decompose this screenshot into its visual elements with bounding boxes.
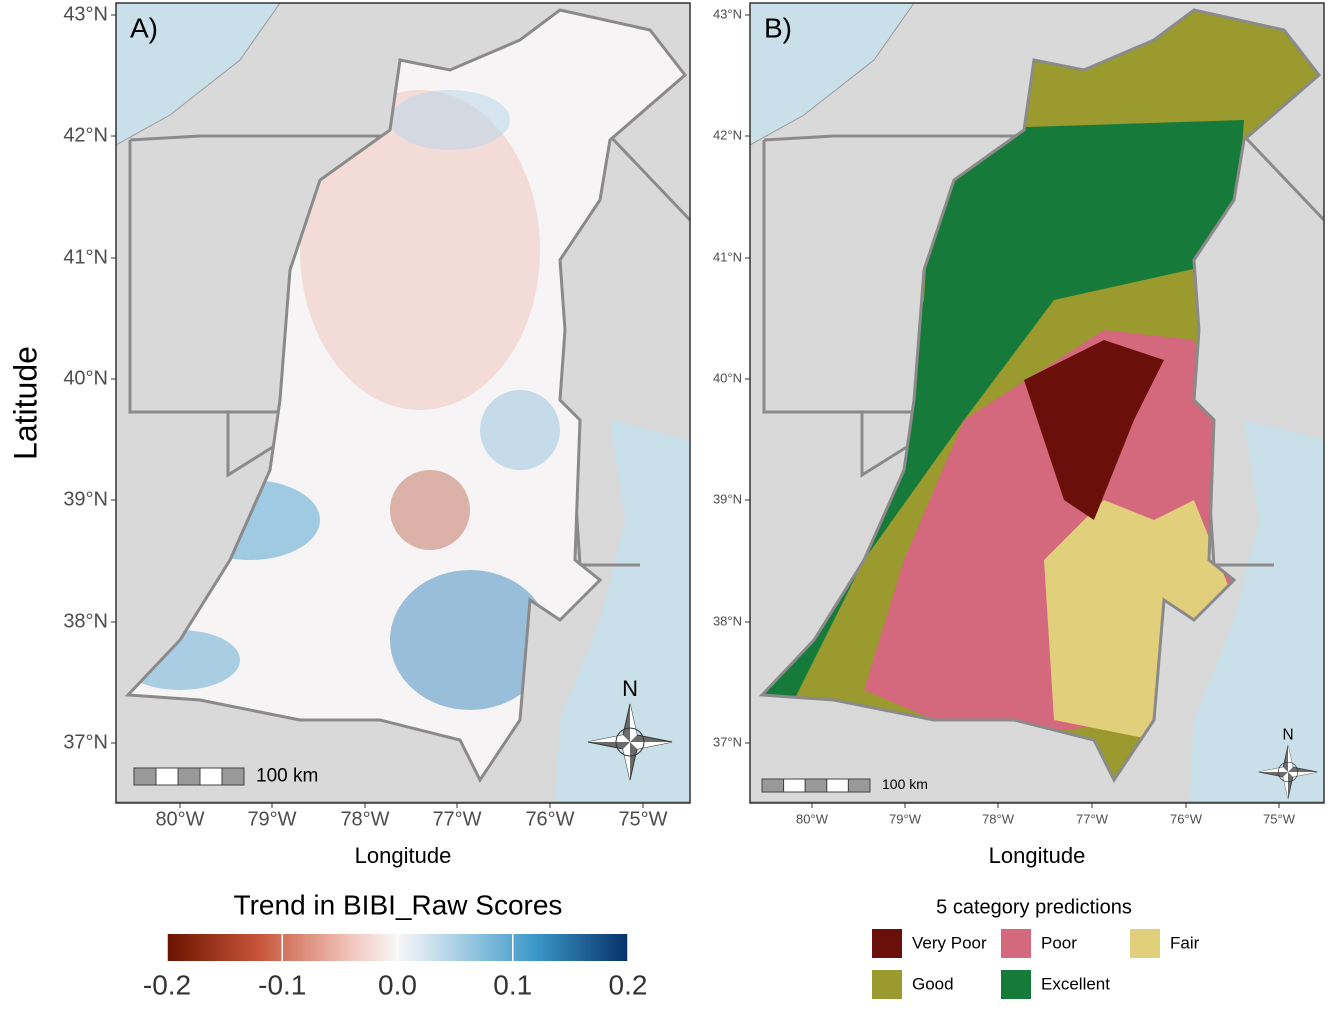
lake [750,3,915,146]
legend-swatch [1130,929,1160,958]
trend-area [390,90,510,150]
legend-swatch [872,970,902,999]
legend-swatch [1001,970,1031,999]
x-tick-label: 75°W [1263,811,1296,826]
x-tick-label: 76°W [1170,811,1203,826]
scale-bar-segment [133,767,157,786]
y-tick-label: 38°N [63,610,108,632]
x-axis-label: Longitude [355,843,452,868]
region-outline [758,8,1322,783]
y-tick-label: 37°N [63,731,108,753]
x-tick-label: 79°W [247,808,296,830]
panel-label: A) [130,12,158,43]
legend-label: Excellent [1041,974,1110,993]
y-tick-label: 43°N [63,3,108,25]
trend-area [390,570,550,710]
map [750,3,1324,803]
colorbar-tick-label: 0.2 [609,969,648,1000]
x-tick-label: 79°W [889,811,922,826]
legend-label: Good [912,974,954,993]
north-arrow: N [587,676,673,781]
ocean [555,420,690,803]
plot-frame [749,2,1325,804]
north-arrow: N [1258,727,1318,799]
scale-bar-segment [221,767,245,786]
map-panel: B) 43°N 42°N 41°N 40°N 39°N 38°N 37°N 80°W 79°W 78… [713,2,1325,868]
very-poor-area [1024,340,1164,520]
compass-ring [615,727,645,757]
x-axis-label: Longitude [989,843,1086,868]
x-tick-label: 75°W [618,808,667,830]
north-label: N [1282,727,1293,744]
legend-label: Poor [1041,933,1077,952]
excellent-area [762,120,1244,700]
plot-frame [115,2,691,804]
legend-swatch [872,929,902,958]
x-tick-label: 80°W [796,811,829,826]
colorbar-tick-label: 0.1 [493,969,532,1000]
y-tick-label: 40°N [63,367,108,389]
x-tick-label: 78°W [340,808,389,830]
scale-bar-segment [155,767,179,786]
legend-a: Trend in BIBI_Raw Scores -0.2 -0.1 0.0 0.1 0.… [143,889,648,1000]
panels: A) 43°N 42°N 41°N 40°N 39°N 38°N 37°N 80°W 79°W 78… [63,2,1325,868]
scale-bar-segment [783,778,806,793]
map [116,3,690,803]
scale-bar-segment [199,767,223,786]
map-panel: A) 43°N 42°N 41°N 40°N 39°N 38°N 37°N 80°W 79°W 78… [63,2,691,868]
scale-bar-segment [761,778,785,793]
compass-star [588,704,672,780]
legend-b: 5 category predictions Very Poor Poor Fair G… [872,896,1200,999]
legend-label: Fair [1170,933,1200,952]
y-tick-label: 39°N [63,488,108,510]
x-tick-label: 77°W [1076,811,1109,826]
x-tick-label: 78°W [982,811,1015,826]
ocean [1189,420,1324,803]
colorbar-tick-label: -0.2 [143,969,191,1000]
scale-bar-segment [804,778,828,793]
scale-bar-segment [826,778,849,793]
y-tick-label: 41°N [713,249,742,264]
y-tick-label: 42°N [63,124,108,146]
legend-title: Trend in BIBI_Raw Scores [234,889,563,920]
legend-swatch [1001,929,1031,958]
scale-bar-label: 100 km [882,776,928,792]
y-tick-label: 40°N [713,370,742,385]
trend-area [390,470,470,550]
scale-bar-label: 100 km [256,766,318,787]
colorbar-tick-label: 0.0 [378,969,417,1000]
trend-area [480,390,560,470]
x-tick-label: 76°W [525,808,574,830]
y-tick-label: 37°N [713,734,742,749]
compass-ring [1277,761,1299,783]
panel-label: B) [764,12,792,43]
lake [116,3,281,146]
scale-bar-segment [177,767,201,786]
y-tick-label: 39°N [713,491,742,506]
y-tick-label: 38°N [713,613,742,628]
y-tick-label: 43°N [713,6,742,21]
x-tick-label: 77°W [432,808,481,830]
x-tick-label: 80°W [155,808,204,830]
scale-bar-segment [847,778,871,793]
y-axis-label: Latitude [7,346,43,460]
trend-area [300,90,540,410]
north-label: N [622,676,638,701]
legend-title: 5 category predictions [936,896,1132,918]
y-tick-label: 41°N [63,246,108,268]
colorbar-tick-label: -0.1 [258,969,306,1000]
legend-label: Very Poor [912,933,987,952]
compass-star [1258,745,1318,799]
y-tick-label: 42°N [713,127,742,142]
region-outline [124,8,688,783]
